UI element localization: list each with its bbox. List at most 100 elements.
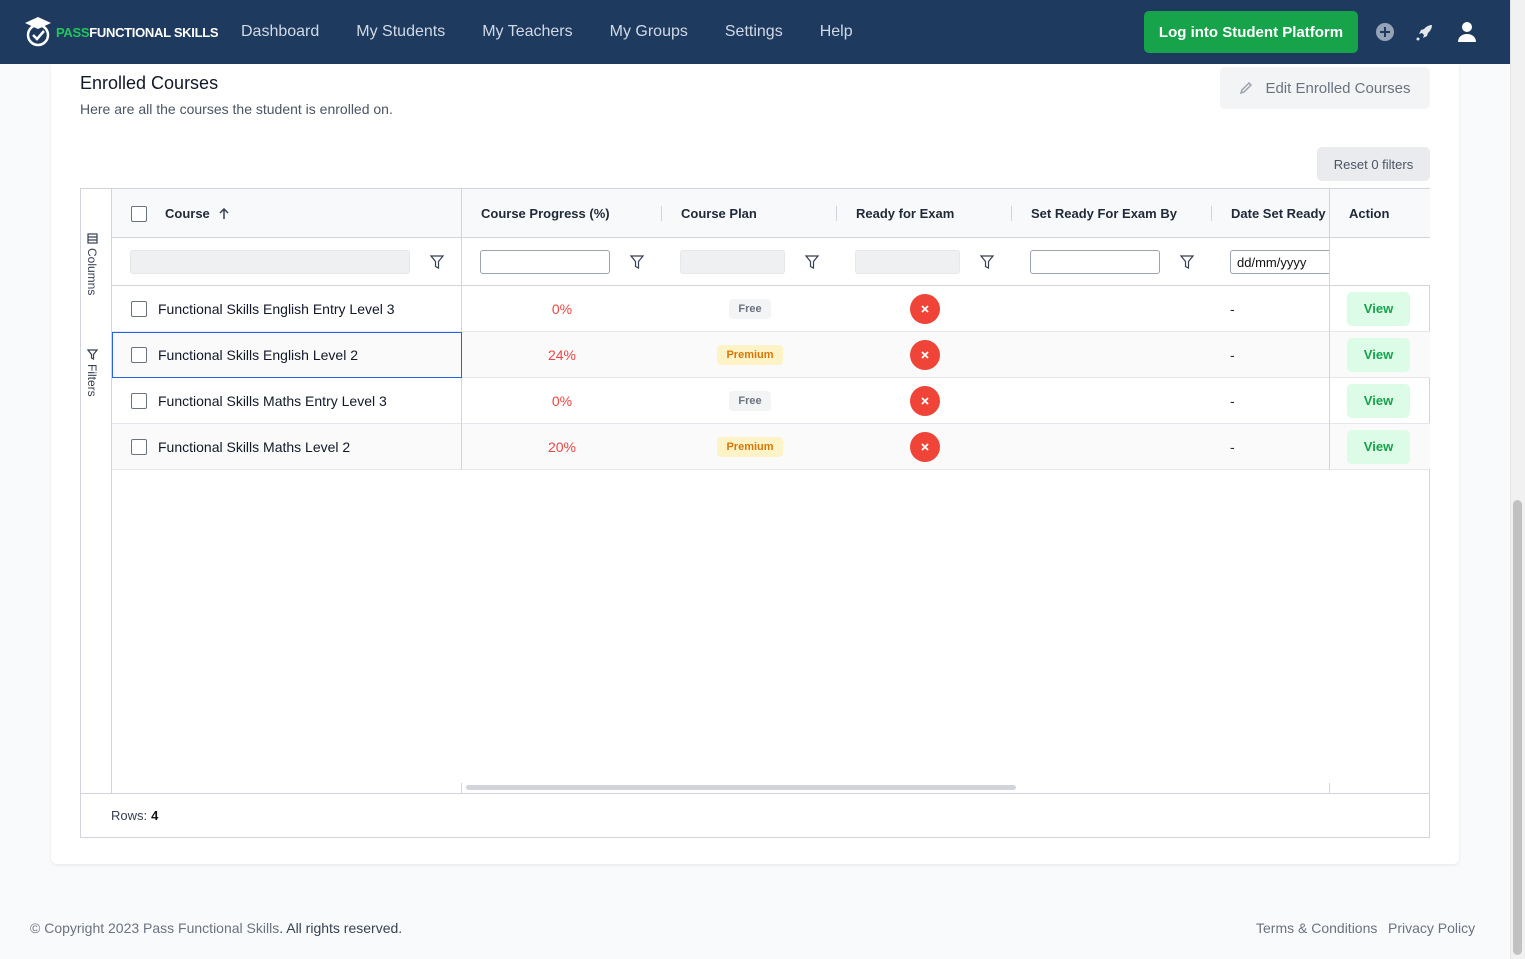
header-course-progress[interactable]: Course Progress (%) <box>481 206 610 221</box>
date-filter-input[interactable]: dd/mm/yyyy <box>1230 250 1330 274</box>
not-ready-status <box>910 431 940 462</box>
nav-my-groups[interactable]: My Groups <box>609 23 688 40</box>
page-scrollbar-thumb[interactable] <box>1513 500 1522 955</box>
filter-icon[interactable] <box>805 255 819 269</box>
pinned-right-divider <box>1329 783 1330 793</box>
table-row[interactable]: Functional Skills Maths Level 2 20% Prem… <box>112 424 1430 470</box>
privacy-link[interactable]: Privacy Policy <box>1388 920 1476 936</box>
row-checkbox[interactable] <box>131 300 147 317</box>
course-filter-input <box>130 250 410 274</box>
date-set-ready: - <box>1230 438 1235 455</box>
filters-tab[interactable]: Filters <box>85 349 99 397</box>
filter-icon <box>86 349 98 360</box>
progress-filter-input[interactable] <box>480 250 610 274</box>
plan-badge: Premium <box>717 344 783 365</box>
course-name: Functional Skills Maths Entry Level 3 <box>158 392 387 409</box>
not-ready-status <box>910 339 940 370</box>
row-checkbox[interactable] <box>131 438 147 455</box>
set-by-filter-input[interactable] <box>1030 250 1160 274</box>
date-set-ready: - <box>1230 300 1235 317</box>
copyright-rest: . All rights reserved. <box>279 920 403 936</box>
plan-badge: Premium <box>717 436 783 457</box>
date-set-ready: - <box>1230 346 1235 363</box>
row-checkbox[interactable] <box>131 346 147 363</box>
pencil-icon <box>1240 81 1253 95</box>
header-date-set-ready[interactable]: Date Set Ready <box>1231 206 1326 221</box>
plan-filter-input <box>680 250 785 274</box>
column-separator[interactable] <box>1011 206 1012 221</box>
column-separator[interactable] <box>661 206 662 221</box>
row-checkbox[interactable] <box>131 392 147 409</box>
nav-settings[interactable]: Settings <box>724 23 783 40</box>
grid-side-panel: Columns Filters <box>81 189 112 793</box>
column-separator[interactable] <box>836 206 837 221</box>
brand-logo[interactable]: PASSFUNCTIONAL SKILLS <box>24 16 219 48</box>
date-set-ready: - <box>1230 392 1235 409</box>
columns-tab[interactable]: Columns <box>85 233 99 295</box>
login-student-platform-button[interactable]: Log into Student Platform <box>1144 11 1358 53</box>
course-progress: 24% <box>547 346 577 363</box>
plan-badge: Free <box>729 298 771 319</box>
table-row[interactable]: Functional Skills English Entry Level 3 … <box>112 286 1430 332</box>
grid-filter-row: dd/mm/yyyy <box>112 238 1430 286</box>
filter-icon[interactable] <box>1180 255 1194 269</box>
filter-icon[interactable] <box>430 255 444 269</box>
nav-help[interactable]: Help <box>819 23 853 40</box>
ready-filter-input <box>855 250 960 274</box>
grid-status-bar: Rows: 4 <box>81 793 1429 837</box>
close-icon <box>921 350 929 359</box>
main-nav: Dashboard My Students My Teachers My Gro… <box>241 0 890 64</box>
filter-icon[interactable] <box>630 255 644 269</box>
plan-badge: Free <box>729 390 771 411</box>
view-button[interactable]: View <box>1347 291 1410 326</box>
course-progress: 0% <box>551 392 573 409</box>
close-icon <box>921 442 929 451</box>
header-ready-for-exam[interactable]: Ready for Exam <box>856 206 955 221</box>
terms-link[interactable]: Terms & Conditions <box>1256 920 1378 936</box>
rows-count: 4 <box>151 808 159 823</box>
header-set-ready-by[interactable]: Set Ready For Exam By <box>1031 206 1177 221</box>
course-name: Functional Skills Maths Level 2 <box>158 438 351 455</box>
columns-tab-label: Columns <box>85 248 99 296</box>
pinned-left-divider <box>461 189 462 470</box>
pinned-right-divider <box>1329 189 1330 470</box>
course-progress: 20% <box>547 438 577 455</box>
nav-my-students[interactable]: My Students <box>356 23 446 40</box>
copyright-prefix: © Copyright 2023 <box>30 920 144 936</box>
brand-text: PASSFUNCTIONAL SKILLS <box>56 24 219 40</box>
courses-grid: Columns Filters Course Course Progress (… <box>80 188 1430 838</box>
header-course[interactable]: Course <box>165 189 230 238</box>
course-name: Functional Skills English Level 2 <box>158 346 358 363</box>
header-action: Action <box>1349 206 1390 221</box>
course-name: Functional Skills English Entry Level 3 <box>158 300 395 317</box>
logo-icon <box>25 17 51 47</box>
nav-my-teachers[interactable]: My Teachers <box>482 23 573 40</box>
close-icon <box>921 396 929 405</box>
horizontal-scrollbar[interactable] <box>466 785 1016 790</box>
not-ready-status <box>910 385 940 416</box>
rocket-icon[interactable] <box>1413 20 1437 44</box>
column-separator[interactable] <box>1211 206 1212 221</box>
edit-enrolled-courses-label: Edit Enrolled Courses <box>1265 79 1411 97</box>
filter-icon[interactable] <box>980 255 994 269</box>
pinned-left-divider <box>461 783 462 793</box>
header-course-label: Course <box>165 206 210 221</box>
user-icon[interactable] <box>1455 20 1479 44</box>
copyright: © Copyright 2023 Pass Functional Skills.… <box>30 920 402 936</box>
view-button[interactable]: View <box>1347 429 1410 464</box>
view-button[interactable]: View <box>1347 383 1410 418</box>
course-progress: 0% <box>551 300 573 317</box>
copyright-brand-link[interactable]: Pass Functional Skills <box>143 920 280 936</box>
select-all-checkbox[interactable] <box>131 205 147 222</box>
grid-header-row: Course Course Progress (%) Course Plan R… <box>112 189 1430 238</box>
edit-enrolled-courses-button[interactable]: Edit Enrolled Courses <box>1220 67 1430 109</box>
view-button[interactable]: View <box>1347 337 1410 372</box>
table-row[interactable]: Functional Skills Maths Entry Level 3 0%… <box>112 378 1430 424</box>
nav-dashboard[interactable]: Dashboard <box>241 23 320 40</box>
table-row[interactable]: Functional Skills English Level 2 24% Pr… <box>112 332 1430 378</box>
reset-filters-button[interactable]: Reset 0 filters <box>1317 147 1430 181</box>
plus-icon[interactable] <box>1373 20 1397 44</box>
close-icon <box>921 304 929 313</box>
top-navbar: PASSFUNCTIONAL SKILLS Dashboard My Stude… <box>0 0 1510 64</box>
header-course-plan[interactable]: Course Plan <box>681 206 757 221</box>
